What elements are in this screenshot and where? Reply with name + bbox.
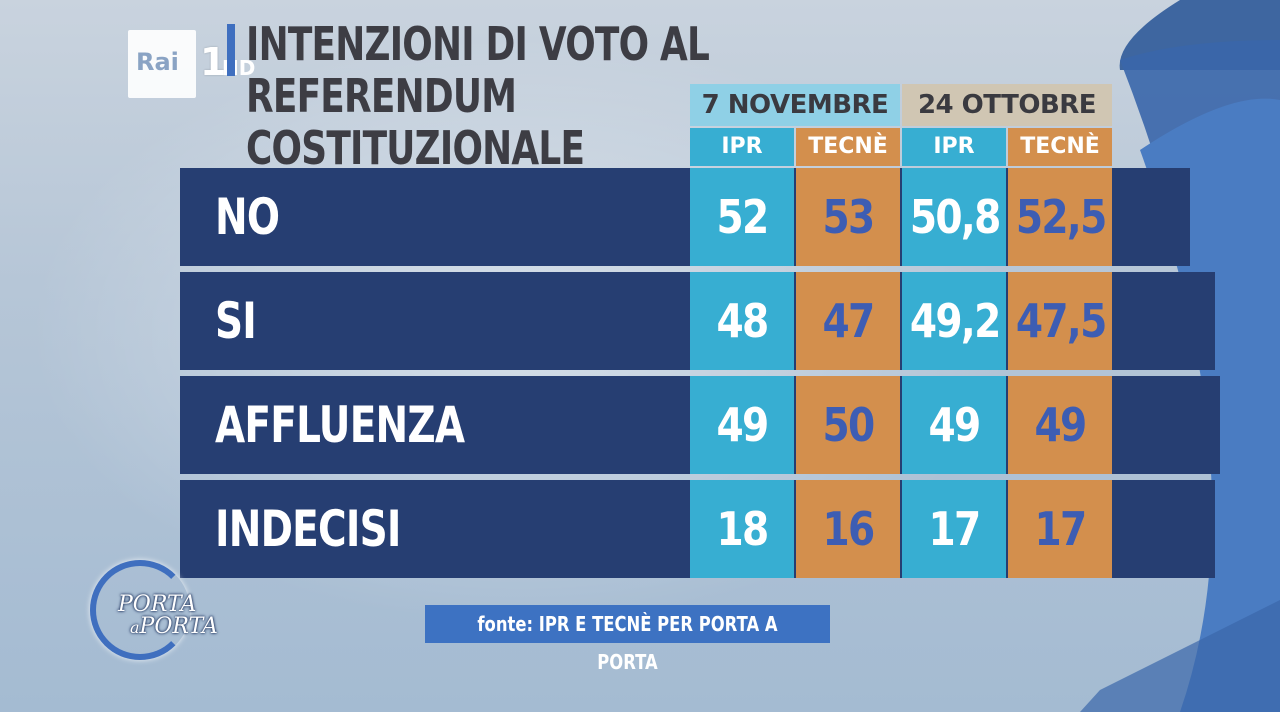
cell-affluenza-2: 50 [796, 376, 900, 474]
cell-value: 18 [716, 502, 769, 556]
show-logo-text: PORTA aPORTA [118, 594, 238, 639]
cell-no-1: 52 [690, 168, 794, 266]
title-accent-bar [227, 24, 235, 76]
cell-value: 49 [1034, 398, 1087, 452]
cell-value: 50 [822, 398, 875, 452]
header-source-tecne-nov: TECNÈ [796, 128, 900, 166]
cell-value: 50,8 [909, 190, 1001, 244]
cell-indecisi-1: 18 [690, 480, 794, 578]
cell-indecisi-4: 17 [1008, 480, 1112, 578]
show-logo-line2-word: PORTA [139, 614, 218, 639]
rai-logo-text: Rai [136, 48, 179, 76]
chart-title: INTENZIONI DI VOTO AL REFERENDUM COSTITU… [246, 17, 710, 175]
cell-si-2: 47 [796, 272, 900, 370]
rai-channel-number: 1 [200, 40, 227, 84]
cell-affluenza-4: 49 [1008, 376, 1112, 474]
row-label-affluenza: AFFLUENZA [215, 396, 465, 454]
header-source-tecne-ott: TECNÈ [1008, 128, 1112, 166]
cell-si-4: 47,5 [1008, 272, 1112, 370]
cell-si-1: 48 [690, 272, 794, 370]
header-date-24-ottobre: 24 OTTOBRE [902, 84, 1112, 126]
show-logo-line2: aPORTA [118, 616, 238, 639]
cell-value: 49 [928, 398, 981, 452]
cell-si-3: 49,2 [902, 272, 1006, 370]
cell-value: 52 [716, 190, 769, 244]
cell-value: 52,5 [1015, 190, 1107, 244]
cell-no-4: 52,5 [1008, 168, 1112, 266]
cell-indecisi-2: 16 [796, 480, 900, 578]
cell-value: 47 [822, 294, 875, 348]
cell-indecisi-3: 17 [902, 480, 1006, 578]
cell-value: 53 [822, 190, 875, 244]
cell-value: 16 [822, 502, 875, 556]
cell-affluenza-3: 49 [902, 376, 1006, 474]
cell-value: 49 [716, 398, 769, 452]
rai-logo-box [128, 30, 196, 98]
source-footer: fonte: IPR E TECNÈ PER PORTA A PORTA [425, 605, 830, 674]
cell-no-3: 50,8 [902, 168, 1006, 266]
row-label-indecisi: INDECISI [215, 500, 401, 558]
show-logo-line1: PORTA [118, 592, 197, 617]
show-logo-ring [90, 560, 190, 660]
source-footer-text: fonte: IPR E TECNÈ PER PORTA A PORTA [477, 612, 778, 674]
cell-value: 47,5 [1015, 294, 1107, 348]
cell-value: 48 [716, 294, 769, 348]
cell-value: 49,2 [909, 294, 1001, 348]
cell-no-2: 53 [796, 168, 900, 266]
cell-value: 17 [1034, 502, 1087, 556]
cell-affluenza-1: 49 [690, 376, 794, 474]
cell-value: 17 [928, 502, 981, 556]
show-logo-a: a [130, 618, 140, 637]
header-source-ipr-ott: IPR [902, 128, 1006, 166]
header-date-7-novembre: 7 NOVEMBRE [690, 84, 900, 126]
row-label-si: SI [215, 292, 257, 350]
row-label-no: NO [215, 188, 280, 246]
header-source-ipr-nov: IPR [690, 128, 794, 166]
